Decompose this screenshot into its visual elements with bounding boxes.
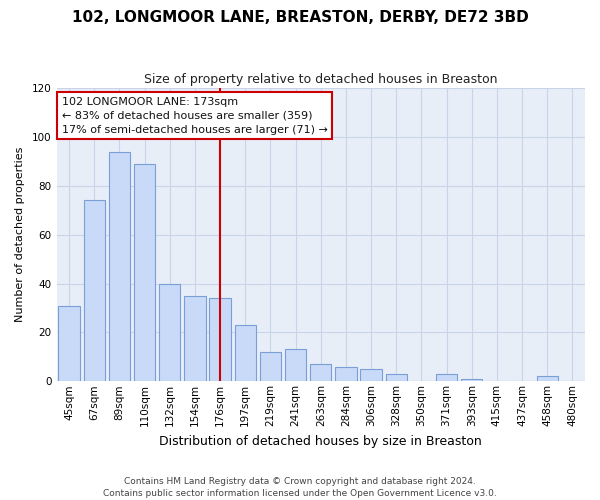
Bar: [184, 296, 206, 382]
Bar: [436, 374, 457, 382]
Bar: [461, 379, 482, 382]
Bar: [536, 376, 558, 382]
Bar: [361, 369, 382, 382]
Bar: [260, 352, 281, 382]
Text: 102 LONGMOOR LANE: 173sqm
← 83% of detached houses are smaller (359)
17% of semi: 102 LONGMOOR LANE: 173sqm ← 83% of detac…: [62, 97, 328, 135]
Bar: [83, 200, 105, 382]
Bar: [335, 366, 356, 382]
Text: 102, LONGMOOR LANE, BREASTON, DERBY, DE72 3BD: 102, LONGMOOR LANE, BREASTON, DERBY, DE7…: [71, 10, 529, 25]
Bar: [109, 152, 130, 382]
Bar: [285, 350, 307, 382]
Text: Contains HM Land Registry data © Crown copyright and database right 2024.
Contai: Contains HM Land Registry data © Crown c…: [103, 476, 497, 498]
Bar: [159, 284, 181, 382]
Bar: [386, 374, 407, 382]
Bar: [310, 364, 331, 382]
Y-axis label: Number of detached properties: Number of detached properties: [15, 147, 25, 322]
Bar: [134, 164, 155, 382]
Bar: [235, 325, 256, 382]
X-axis label: Distribution of detached houses by size in Breaston: Distribution of detached houses by size …: [160, 434, 482, 448]
Bar: [58, 306, 80, 382]
Bar: [209, 298, 231, 382]
Title: Size of property relative to detached houses in Breaston: Size of property relative to detached ho…: [144, 72, 497, 86]
